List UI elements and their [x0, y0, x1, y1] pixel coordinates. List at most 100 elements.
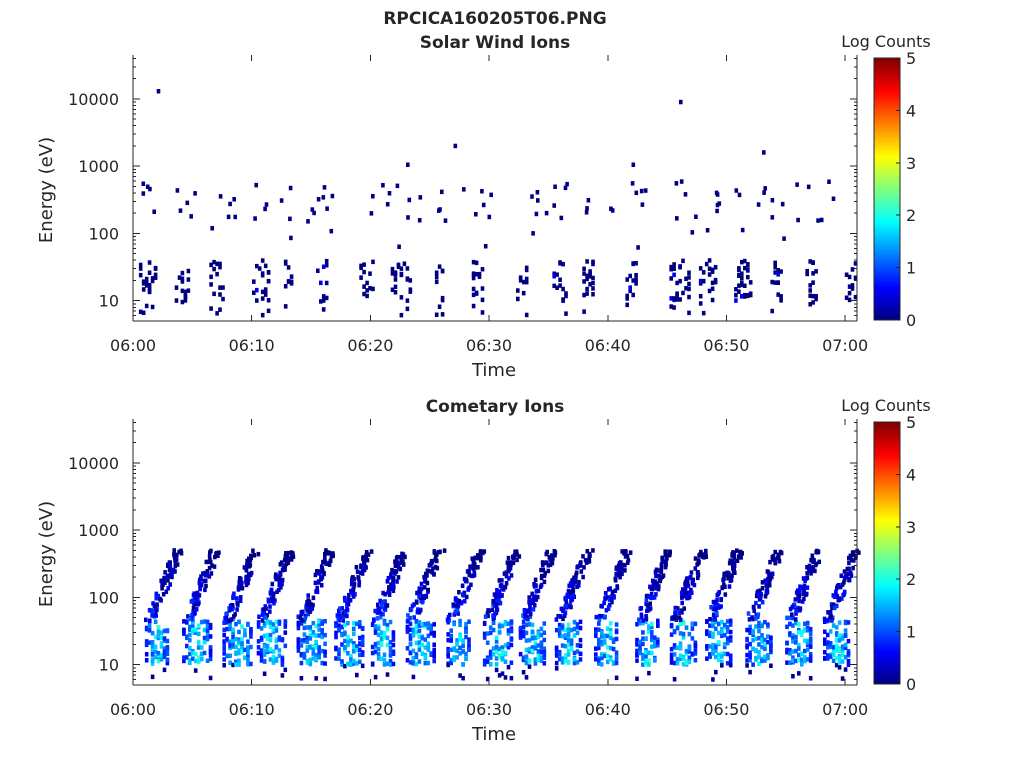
heatmap-cell	[539, 641, 544, 646]
colorbar-segment	[874, 221, 900, 225]
heatmap-cell	[274, 628, 279, 633]
heatmap-cell	[558, 260, 562, 265]
heatmap-cell	[763, 646, 767, 652]
heatmap-cell	[776, 280, 780, 285]
heatmap-cell	[495, 607, 499, 613]
heatmap-cell	[207, 554, 212, 559]
heatmap-cell	[779, 294, 783, 299]
heatmap-cell	[511, 555, 515, 561]
heatmap-cell	[306, 593, 310, 598]
heatmap-cell	[709, 605, 713, 610]
colorbar-segment	[874, 169, 900, 172]
heatmap-cell	[283, 259, 288, 265]
colorbar-segment	[874, 483, 900, 486]
colorbar-frame	[873, 421, 901, 685]
heatmap-cell	[713, 607, 717, 612]
heatmap-cell	[714, 599, 718, 605]
heatmap-cell	[321, 195, 326, 200]
heatmap-cell	[411, 648, 416, 654]
heatmap-cell	[208, 622, 213, 628]
heatmap-cell	[843, 667, 848, 672]
heatmap-cell	[511, 560, 516, 566]
heatmap-cell	[417, 642, 422, 648]
heatmap-cell	[659, 566, 664, 571]
heatmap-cell	[387, 589, 391, 594]
heatmap-cell	[635, 637, 639, 643]
heatmap-cell	[390, 271, 395, 276]
colorbar-segment	[874, 295, 900, 299]
heatmap-cell	[760, 586, 765, 591]
heatmap-cell	[827, 179, 831, 184]
heatmap-cell	[693, 643, 698, 649]
heatmap-cell	[190, 613, 195, 618]
heatmap-cell	[406, 613, 410, 618]
heatmap-cell	[701, 552, 705, 558]
colorbar-segment	[874, 625, 900, 628]
heatmap-cell	[234, 636, 238, 642]
heatmap-cell	[329, 228, 334, 234]
heatmap-cell	[429, 623, 433, 628]
heatmap-cell	[359, 263, 363, 269]
heatmap-cell	[311, 644, 316, 649]
heatmap-cell	[365, 288, 369, 293]
heatmap-cell	[770, 215, 775, 220]
heatmap-cell	[650, 621, 654, 627]
heatmap-cell	[707, 266, 712, 271]
heatmap-cell	[518, 278, 523, 283]
heatmap-cell	[811, 260, 815, 265]
colorbar-segment	[874, 559, 900, 563]
heatmap-cell	[597, 637, 601, 642]
heatmap-cell	[497, 630, 502, 635]
heatmap-cell	[713, 617, 717, 622]
colorbar-segment	[874, 605, 900, 608]
heatmap-cell	[728, 635, 733, 640]
heatmap-cell	[179, 548, 183, 554]
heatmap-cell	[566, 642, 571, 648]
heatmap-cell	[491, 646, 496, 651]
heatmap-cell	[500, 623, 505, 629]
heatmap-cell	[577, 580, 581, 585]
heatmap-cell	[591, 280, 595, 286]
colorbar-segment	[874, 677, 900, 681]
heatmap-cell	[283, 619, 288, 625]
heatmap-cell	[391, 630, 396, 635]
colorbar-segment	[874, 182, 900, 186]
heatmap-cell	[486, 608, 490, 613]
colorbar-segment	[874, 162, 900, 166]
colorbar-segment	[874, 202, 900, 205]
colorbar-segment	[874, 601, 900, 604]
colorbar-segment	[874, 649, 900, 652]
heatmap-cell	[341, 615, 345, 620]
heatmap-cell	[757, 620, 761, 626]
heatmap-cell	[283, 563, 287, 568]
heatmap-cell	[500, 656, 505, 661]
heatmap-cell	[735, 548, 739, 553]
heatmap-cell	[459, 600, 464, 606]
heatmap-cell	[237, 579, 242, 585]
heatmap-cell	[745, 636, 749, 642]
heatmap-cell	[769, 643, 773, 648]
heatmap-cell	[456, 604, 460, 609]
heatmap-cell	[644, 659, 648, 664]
heatmap-cell	[681, 620, 686, 626]
colorbar-segment	[874, 511, 900, 515]
heatmap-cell	[779, 298, 783, 303]
heatmap-cell	[794, 637, 798, 642]
heatmap-cell	[481, 202, 486, 208]
heatmap-cell	[582, 266, 586, 272]
heatmap-cell	[714, 644, 718, 650]
heatmap-cell	[693, 621, 698, 627]
heatmap-cell	[727, 584, 732, 589]
heatmap-cell	[647, 662, 651, 667]
heatmap-cell	[710, 286, 715, 291]
heatmap-cell	[260, 289, 265, 295]
heatmap-cell	[491, 620, 496, 626]
heatmap-cell	[794, 640, 798, 645]
heatmap-cell	[569, 639, 574, 644]
heatmap-cell	[188, 658, 192, 663]
heatmap-cell	[351, 587, 355, 592]
heatmap-cell	[249, 630, 253, 635]
colorbar-segment	[874, 526, 900, 530]
heatmap-cell	[485, 611, 490, 616]
heatmap-cell	[362, 555, 366, 560]
